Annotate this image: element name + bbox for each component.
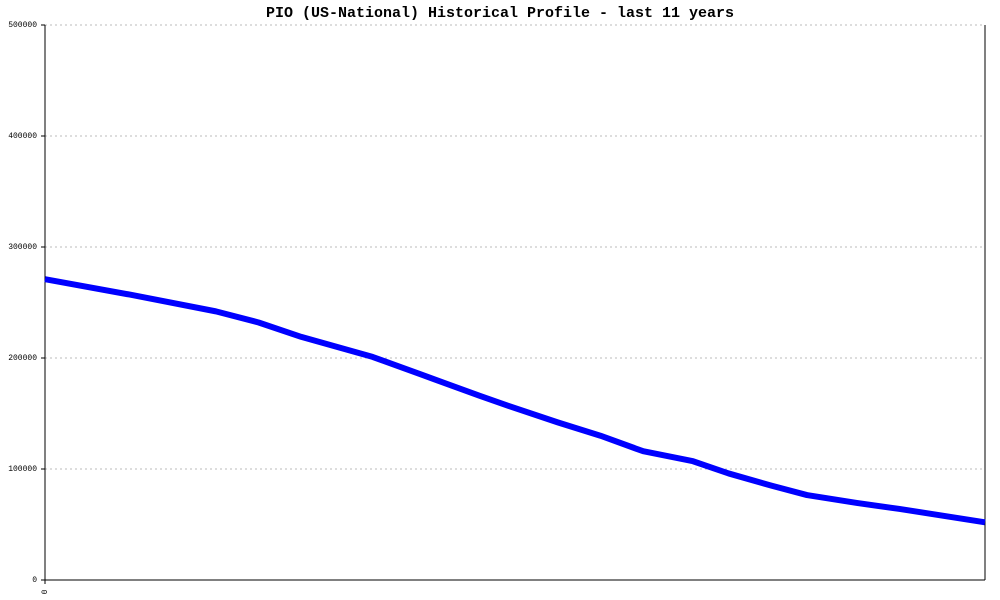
y-tick-label: 400000 bbox=[8, 132, 37, 141]
y-tick-label: 200000 bbox=[8, 354, 37, 363]
y-tick-label: 100000 bbox=[8, 465, 37, 474]
chart-title: PIO (US-National) Historical Profile - l… bbox=[266, 5, 734, 22]
y-tick-label: 0 bbox=[32, 576, 37, 585]
x-tick-label: 0 bbox=[41, 589, 50, 594]
y-tick-label: 300000 bbox=[8, 243, 37, 252]
y-tick-label: 500000 bbox=[8, 21, 37, 30]
data-line bbox=[44, 276, 986, 526]
